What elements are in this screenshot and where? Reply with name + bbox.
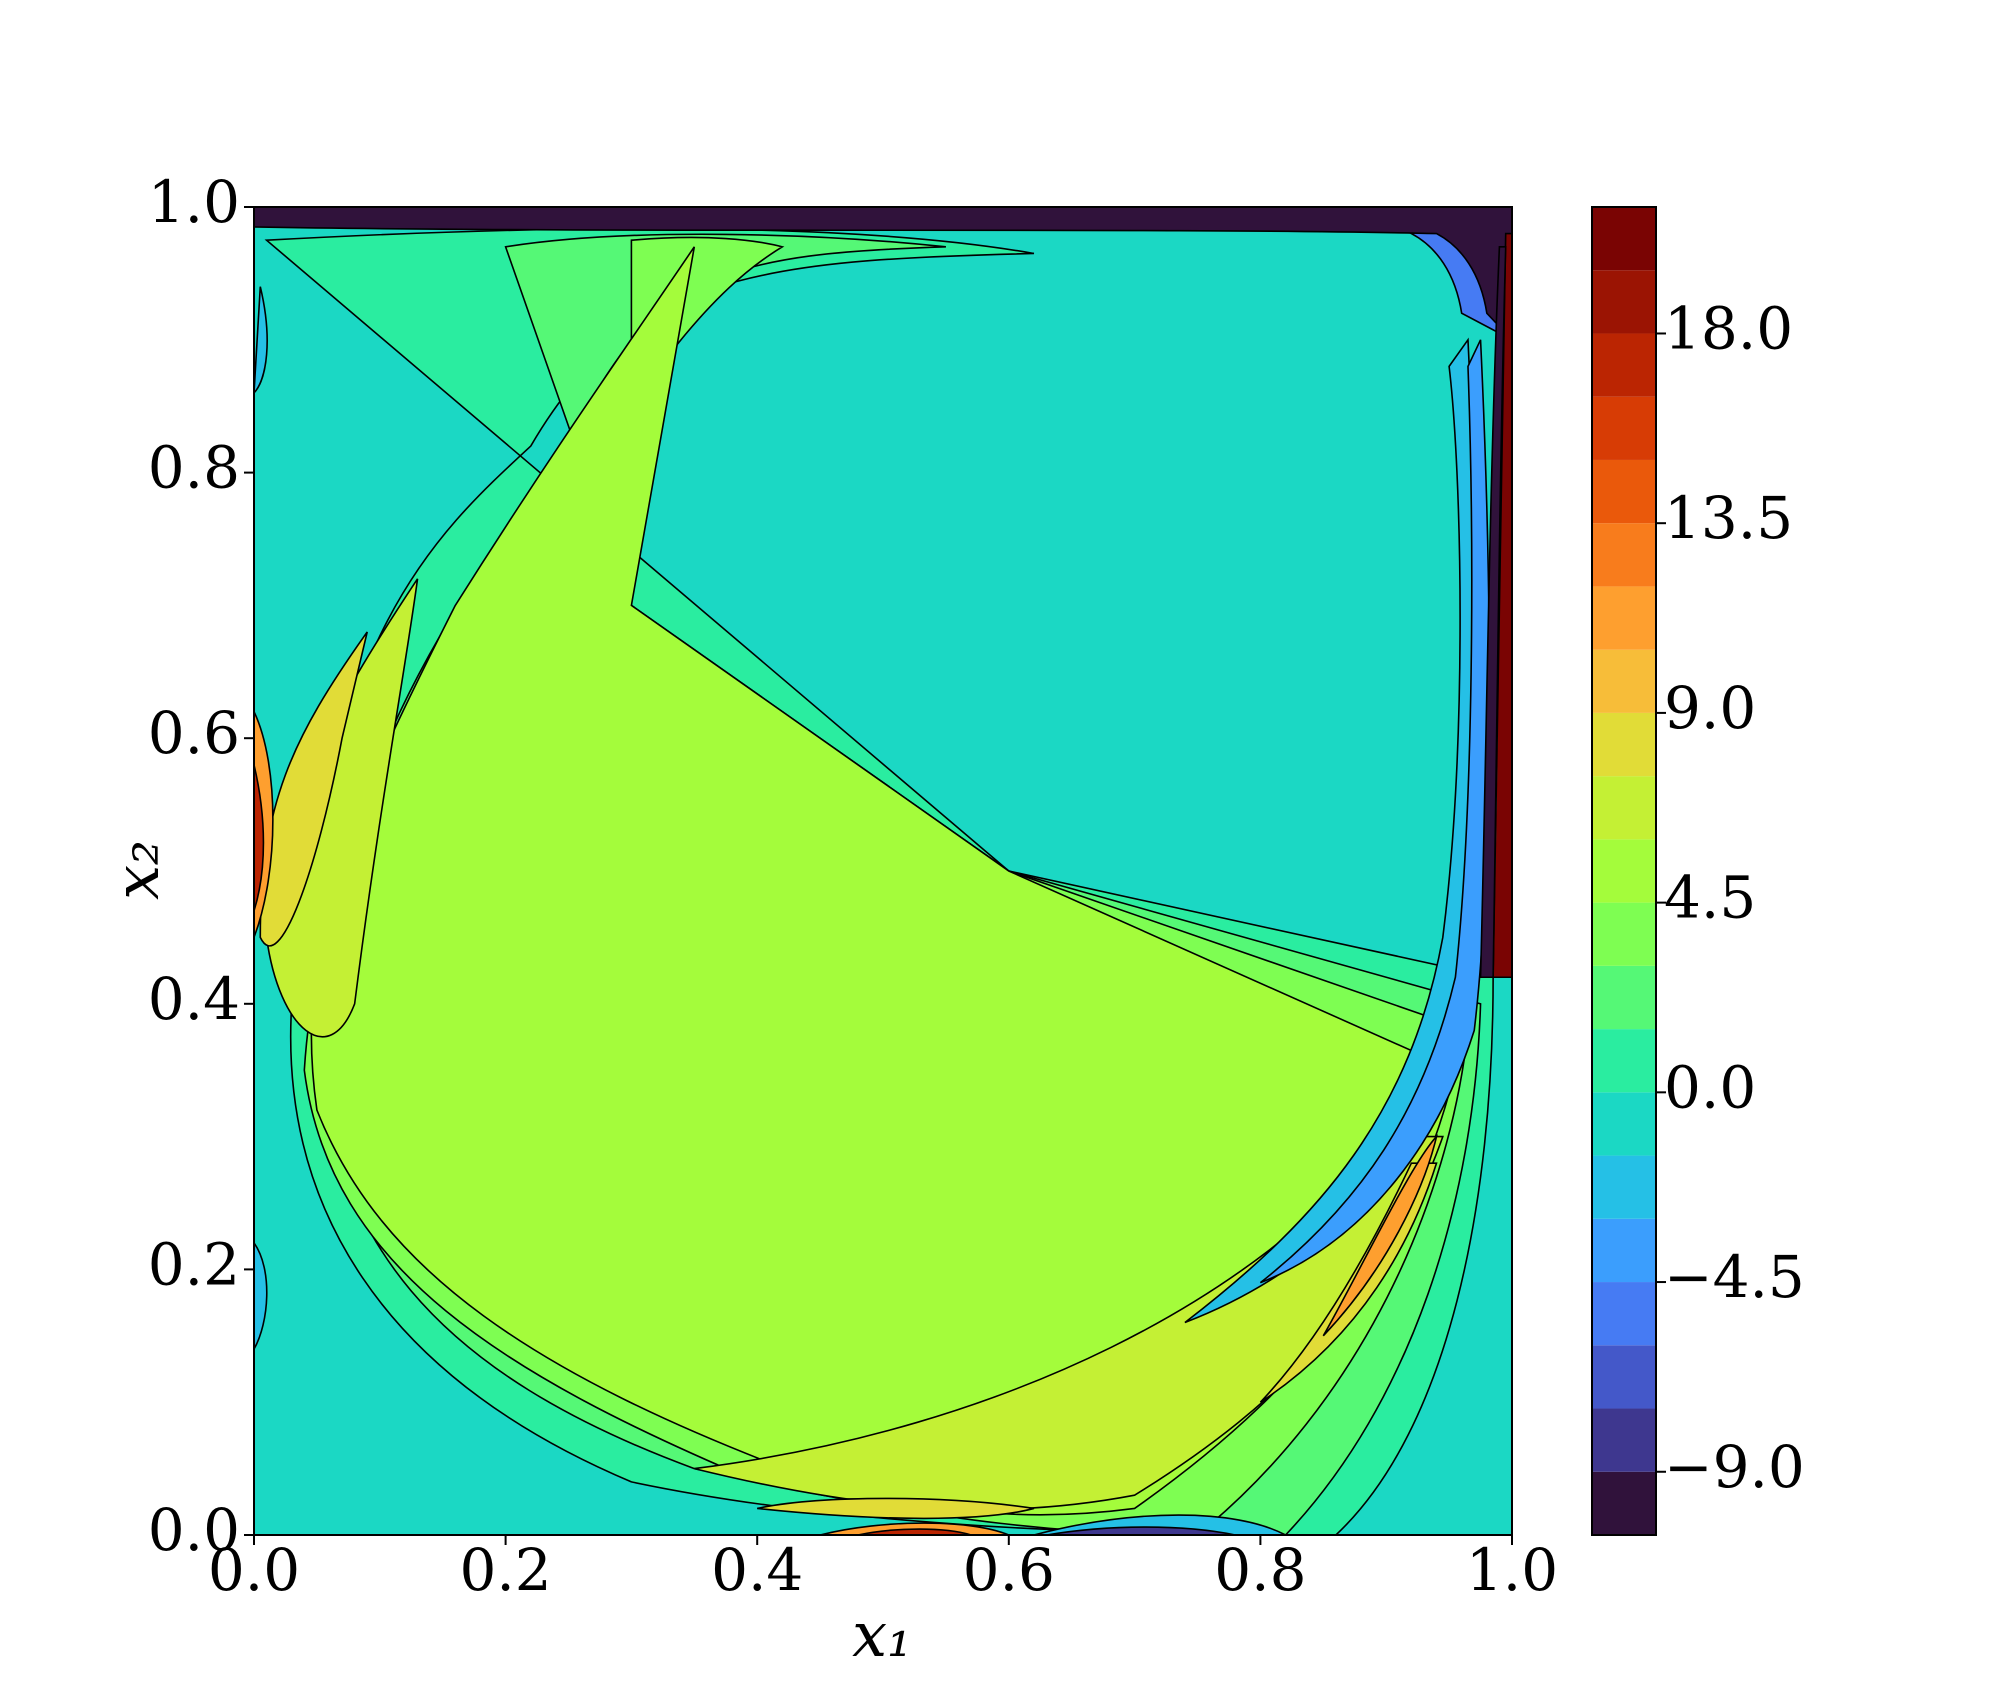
contour-region bbox=[254, 712, 1437, 1535]
contour-region bbox=[1481, 247, 1506, 977]
y-tick-label: 0.0 bbox=[148, 1496, 240, 1564]
colorbar-tick-label: −9.0 bbox=[1664, 1433, 1805, 1501]
x-axis-label: x₁ bbox=[852, 1598, 912, 1671]
colorbar-tick-label: −4.5 bbox=[1664, 1243, 1805, 1311]
y-tick-label: 1.0 bbox=[148, 168, 240, 236]
y-tick-label: 0.2 bbox=[148, 1230, 240, 1298]
colorbar-band bbox=[1592, 333, 1656, 397]
colorbar-band bbox=[1592, 207, 1656, 271]
colorbar-band bbox=[1592, 1471, 1656, 1535]
y-axis-label: x₂ bbox=[100, 840, 173, 900]
x-tick-label: 0.6 bbox=[963, 1536, 1055, 1604]
colorbar-band bbox=[1592, 965, 1656, 1030]
colorbar-band bbox=[1592, 1029, 1656, 1093]
colorbar-band bbox=[1592, 1408, 1656, 1472]
colorbar-tick-label: 4.5 bbox=[1664, 864, 1756, 932]
colorbar-band bbox=[1592, 459, 1656, 524]
colorbar-band bbox=[1592, 712, 1656, 777]
colorbar-band bbox=[1592, 1155, 1656, 1219]
x-tick-label: 0.2 bbox=[459, 1536, 551, 1604]
x-tick-label: 0.4 bbox=[711, 1536, 803, 1604]
colorbar-band bbox=[1592, 839, 1656, 903]
contour-region bbox=[1047, 1527, 1236, 1535]
x-tick-label: 0.8 bbox=[1214, 1536, 1306, 1604]
x-tick-label: 1.0 bbox=[1466, 1536, 1558, 1604]
colorbar-band bbox=[1592, 586, 1656, 650]
plot-frame bbox=[253, 206, 1513, 1536]
contour-field bbox=[254, 207, 1512, 1535]
colorbar-band bbox=[1592, 1282, 1656, 1346]
colorbar-tick-label: 18.0 bbox=[1664, 294, 1793, 362]
contour-region bbox=[260, 632, 1436, 1518]
colorbar-band bbox=[1592, 902, 1656, 966]
y-tick-label: 0.8 bbox=[148, 434, 240, 502]
colorbar-tick-label: 13.5 bbox=[1664, 484, 1793, 552]
colorbar-band bbox=[1592, 396, 1656, 460]
y-tick-label: 0.4 bbox=[148, 965, 240, 1033]
colorbar-band bbox=[1592, 523, 1656, 587]
colorbar-band bbox=[1592, 776, 1656, 840]
x-tick-label: 0.0 bbox=[208, 1536, 300, 1604]
colorbar-band bbox=[1592, 1092, 1656, 1156]
colorbar-band bbox=[1592, 1218, 1656, 1283]
colorbar-tick-label: 0.0 bbox=[1664, 1053, 1756, 1121]
colorbar-band bbox=[1592, 270, 1656, 334]
contour-region bbox=[254, 207, 1512, 340]
colorbar-tick-label: 9.0 bbox=[1664, 674, 1756, 742]
y-tick-label: 0.6 bbox=[148, 699, 240, 767]
contour-region bbox=[254, 287, 1286, 1535]
colorbar-frame bbox=[1591, 206, 1657, 1536]
colorbar-band bbox=[1592, 649, 1656, 713]
contour-region bbox=[1260, 340, 1489, 1283]
colorbar-band bbox=[1592, 1345, 1656, 1409]
